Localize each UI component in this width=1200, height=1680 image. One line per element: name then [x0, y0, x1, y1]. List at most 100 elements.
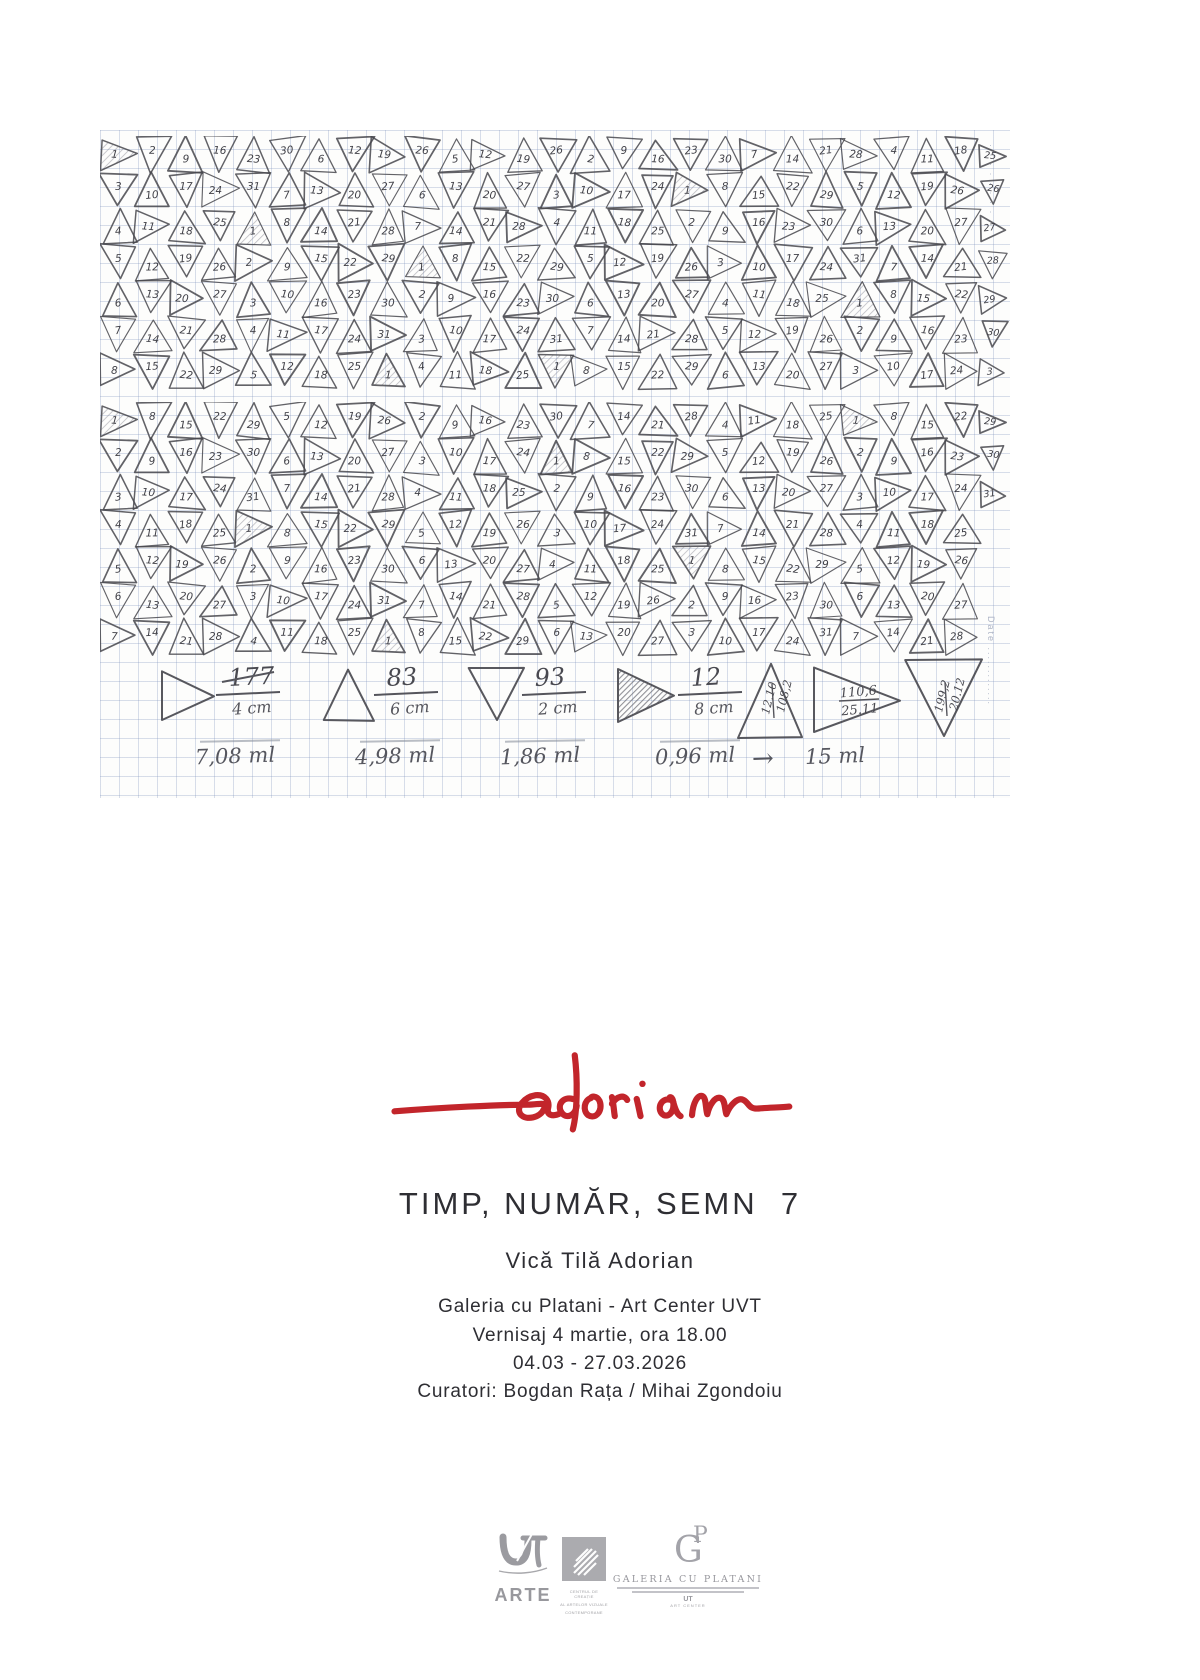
svg-text:8: 8 — [722, 563, 730, 575]
svg-text:27: 27 — [651, 635, 665, 648]
svg-text:13: 13 — [145, 288, 159, 301]
svg-text:17: 17 — [617, 189, 631, 201]
svg-text:14: 14 — [617, 410, 631, 423]
svg-text:21: 21 — [953, 261, 968, 274]
svg-text:10: 10 — [276, 594, 291, 607]
svg-text:2: 2 — [418, 411, 426, 423]
svg-text:18: 18 — [786, 419, 800, 431]
svg-text:26: 26 — [213, 554, 227, 567]
svg-text:22: 22 — [213, 411, 227, 424]
svg-text:6: 6 — [722, 369, 730, 381]
svg-text:17: 17 — [613, 522, 627, 535]
svg-text:9: 9 — [722, 591, 729, 603]
svg-text:31: 31 — [549, 333, 563, 346]
center-caption-line: CENTRUL DE CREAȚIE — [569, 1589, 599, 1599]
svg-text:21: 21 — [651, 419, 665, 432]
svg-text:8: 8 — [451, 253, 459, 266]
svg-text:17: 17 — [314, 590, 329, 603]
svg-text:7: 7 — [111, 631, 118, 643]
svg-text:2: 2 — [418, 289, 426, 302]
svg-text:2: 2 — [587, 153, 595, 166]
svg-text:14: 14 — [314, 491, 328, 504]
svg-text:9: 9 — [148, 455, 156, 468]
svg-text:6: 6 — [722, 491, 729, 503]
svg-text:5: 5 — [856, 180, 864, 193]
svg-text:5: 5 — [587, 253, 594, 265]
svg-text:7: 7 — [283, 189, 291, 202]
svg-text:9: 9 — [283, 555, 291, 568]
svg-text:3: 3 — [553, 189, 561, 202]
svg-text:26: 26 — [819, 455, 834, 469]
svg-text:19: 19 — [178, 252, 193, 265]
svg-text:9: 9 — [451, 419, 459, 432]
svg-text:27: 27 — [516, 563, 530, 576]
svg-text:15: 15 — [617, 455, 631, 467]
svg-text:1: 1 — [111, 415, 119, 428]
svg-text:8: 8 — [283, 217, 291, 229]
svg-text:11: 11 — [449, 491, 463, 504]
svg-text:26: 26 — [549, 144, 564, 157]
svg-text:24: 24 — [213, 482, 228, 495]
svg-text:29: 29 — [815, 559, 829, 571]
svg-text:28: 28 — [849, 148, 863, 161]
svg-text:15: 15 — [617, 361, 631, 373]
svg-text:29: 29 — [983, 294, 996, 307]
svg-text:26: 26 — [684, 261, 698, 274]
svg-text:23: 23 — [785, 590, 800, 603]
svg-text:30: 30 — [279, 144, 294, 157]
svg-text:20: 20 — [348, 189, 362, 201]
svg-text:6: 6 — [114, 297, 123, 310]
svg-text:1: 1 — [553, 455, 561, 468]
svg-text:31: 31 — [246, 491, 261, 505]
svg-text:20: 20 — [348, 455, 362, 467]
svg-text:28: 28 — [987, 255, 1000, 267]
svg-text:20: 20 — [175, 292, 189, 305]
svg-text:30: 30 — [546, 293, 560, 305]
svg-text:28: 28 — [381, 225, 395, 237]
svg-text:14: 14 — [449, 225, 463, 238]
svg-text:7: 7 — [890, 261, 898, 273]
svg-text:9: 9 — [183, 153, 190, 165]
svg-text:16: 16 — [920, 324, 935, 337]
svg-text:22: 22 — [651, 369, 665, 382]
svg-text:29: 29 — [381, 252, 396, 266]
svg-text:11: 11 — [280, 627, 293, 639]
svg-text:28: 28 — [684, 410, 699, 423]
svg-text:11: 11 — [747, 414, 762, 428]
svg-text:23: 23 — [247, 153, 261, 166]
svg-text:10: 10 — [886, 360, 901, 373]
svg-text:31: 31 — [377, 329, 391, 341]
svg-text:11: 11 — [146, 527, 159, 539]
svg-text:1: 1 — [385, 369, 392, 381]
svg-text:16: 16 — [752, 217, 766, 229]
svg-text:9: 9 — [587, 491, 594, 503]
svg-text:5: 5 — [722, 325, 729, 337]
opening-line: Vernisaj 4 martie, ora 18.00 — [472, 1325, 728, 1346]
svg-text:2: 2 — [688, 217, 696, 229]
svg-text:18: 18 — [786, 297, 801, 311]
svg-text:25: 25 — [651, 563, 665, 575]
center-caption-line: CONTEMPORANE — [565, 1610, 603, 1615]
svg-text:29: 29 — [984, 416, 997, 428]
svg-text:29: 29 — [515, 635, 530, 648]
svg-text:4: 4 — [250, 635, 258, 648]
svg-text:93: 93 — [534, 662, 566, 692]
svg-text:23: 23 — [347, 554, 361, 567]
svg-text:29: 29 — [681, 451, 695, 463]
svg-text:24: 24 — [348, 333, 361, 345]
svg-text:13: 13 — [752, 361, 765, 373]
svg-text:4: 4 — [249, 325, 257, 337]
svg-text:29: 29 — [685, 360, 700, 373]
svg-text:26: 26 — [377, 414, 392, 427]
svg-text:16: 16 — [483, 289, 497, 301]
svg-text:G: G — [674, 1530, 703, 1568]
uvt-arte-label: ARTE — [494, 1585, 552, 1605]
svg-text:5: 5 — [856, 563, 864, 576]
svg-text:13: 13 — [882, 220, 896, 233]
svg-text:6: 6 — [418, 555, 426, 568]
svg-text:29: 29 — [819, 189, 834, 203]
svg-text:27: 27 — [213, 288, 227, 301]
svg-text:6: 6 — [553, 627, 560, 639]
